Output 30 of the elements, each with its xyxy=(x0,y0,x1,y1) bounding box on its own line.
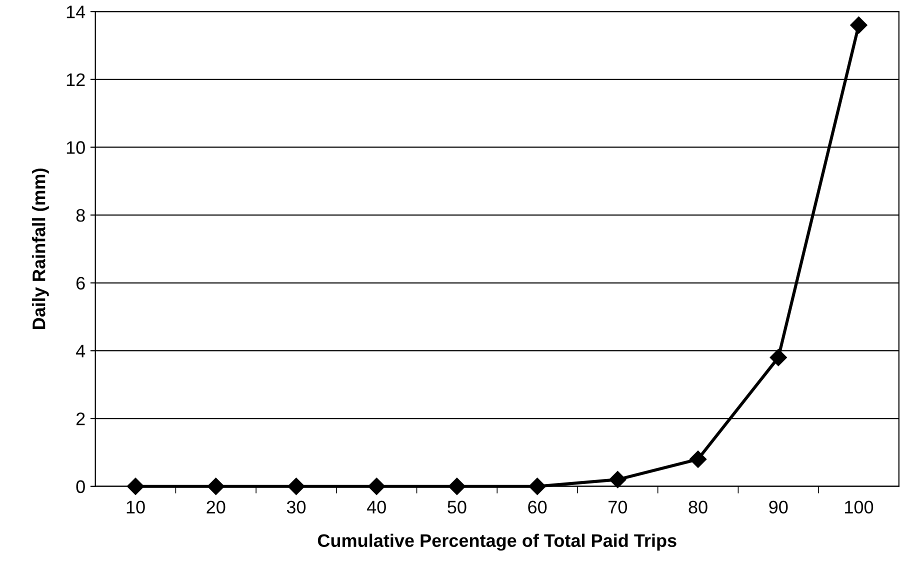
point xyxy=(528,478,546,495)
point xyxy=(368,478,386,495)
x-tick-label: 30 xyxy=(286,500,306,514)
y-tick-label: 6 xyxy=(76,276,85,290)
y-axis-title: Daily Rainfall (mm) xyxy=(32,168,49,330)
point xyxy=(689,450,707,468)
x-tick-label: 20 xyxy=(206,500,226,514)
y-tick-label: 12 xyxy=(66,73,85,86)
point xyxy=(448,478,466,495)
x-tick-label: 90 xyxy=(769,500,788,514)
x-tick-label: 60 xyxy=(528,500,547,514)
y-tick-label: 0 xyxy=(76,480,85,494)
y-tick-label: 14 xyxy=(66,6,86,18)
point xyxy=(207,478,224,495)
point xyxy=(609,471,626,488)
point xyxy=(850,16,868,34)
x-tick-label: 80 xyxy=(688,500,708,514)
x-tick-label: 40 xyxy=(366,500,386,514)
x-tick-label: 100 xyxy=(845,500,874,514)
x-tick-label: 70 xyxy=(608,500,628,514)
point xyxy=(126,478,144,495)
y-tick-label: 8 xyxy=(76,208,85,222)
y-tick-label: 10 xyxy=(66,141,85,154)
y-tick-label: 4 xyxy=(76,344,86,358)
x-tick-label: 50 xyxy=(448,500,466,514)
point xyxy=(288,478,305,495)
x-tick-label: 10 xyxy=(126,500,145,514)
y-tick-label: 2 xyxy=(76,412,85,426)
x-axis-title: Cumulative Percentage of Total Paid Trips xyxy=(318,534,676,551)
point xyxy=(770,348,787,366)
